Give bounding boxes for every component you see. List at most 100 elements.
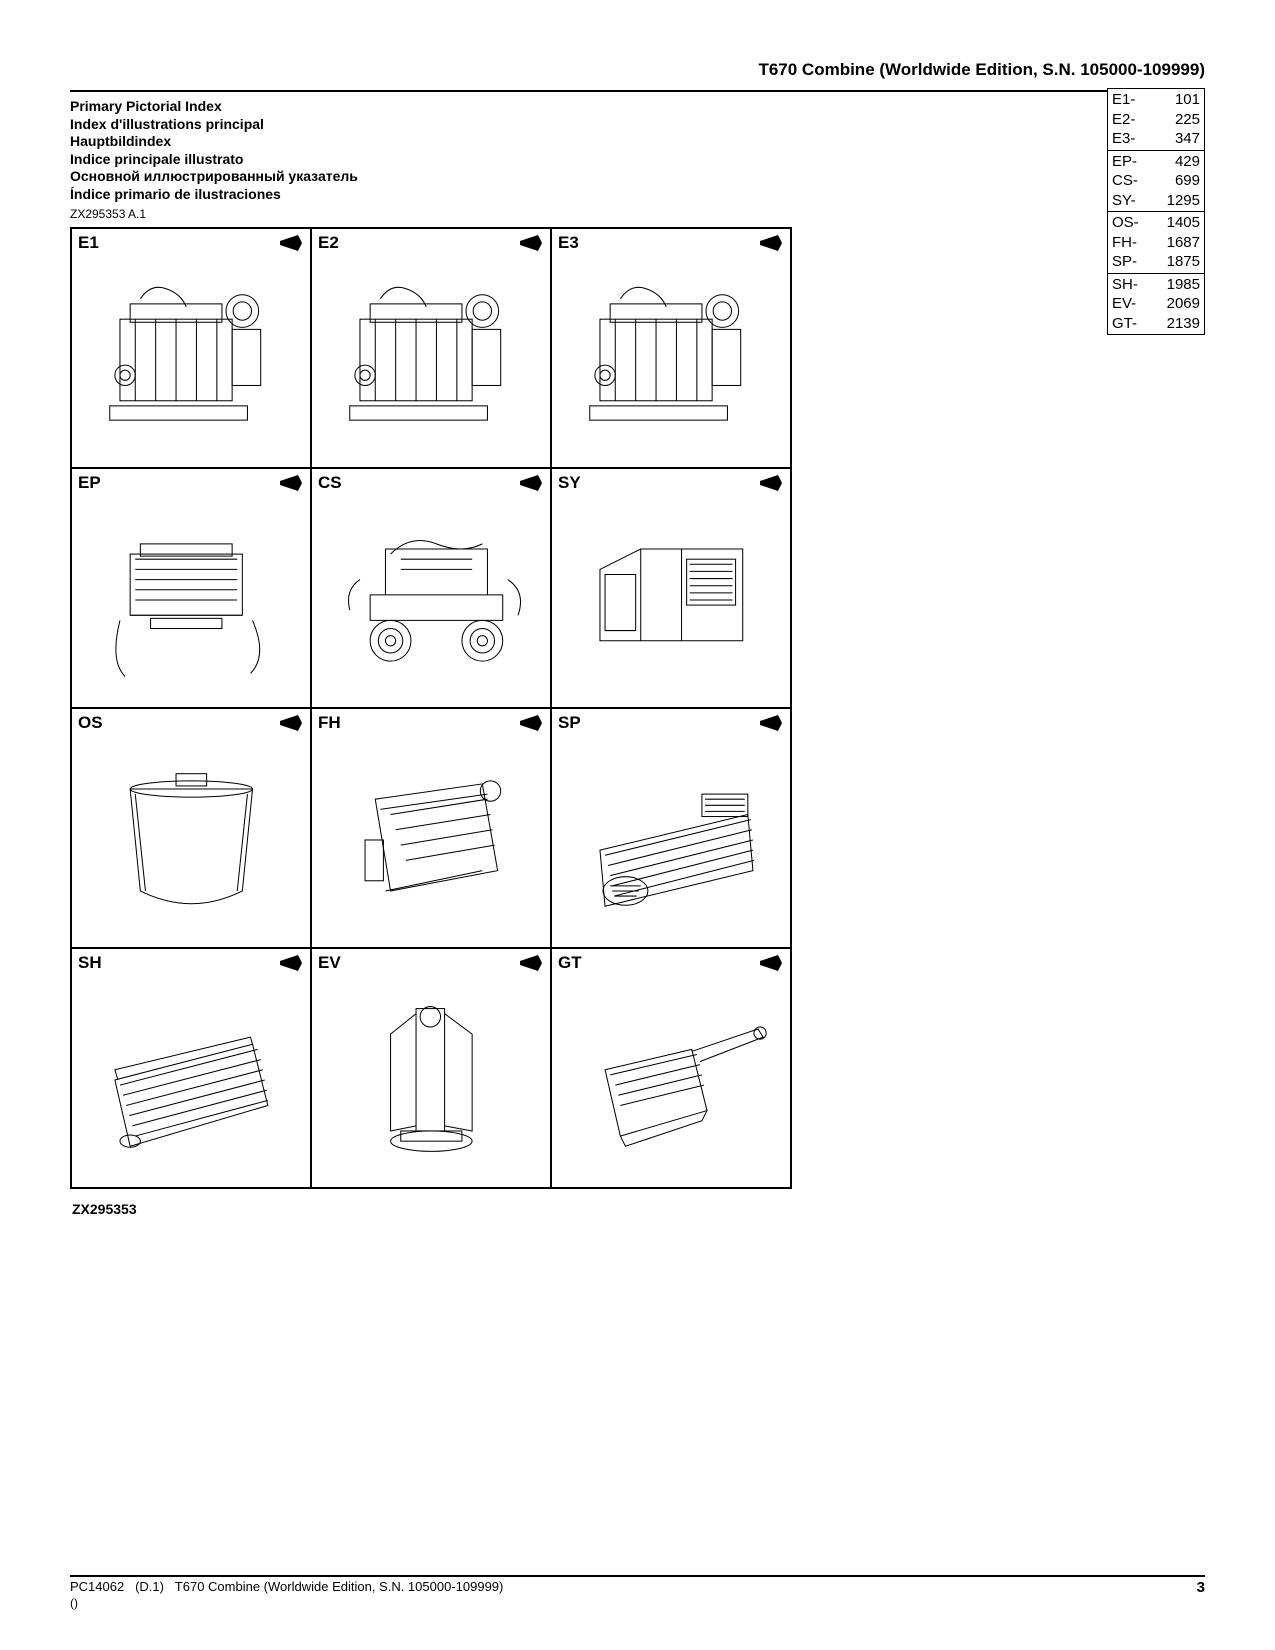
side-index-row: SP- 1875 [1112, 252, 1200, 272]
cell-code: EV [318, 953, 341, 973]
goto-arrow-icon [280, 475, 304, 491]
side-index-code: EV- [1112, 294, 1150, 314]
cell-code: E3 [558, 233, 579, 253]
cell-header: E2 [318, 233, 544, 253]
cell-code: FH [318, 713, 341, 733]
goto-arrow-icon [760, 475, 784, 491]
pictorial-cell-e1[interactable]: E16090HZ017 [71, 228, 311, 468]
pictorial-cell-sp[interactable]: SP [551, 708, 791, 948]
cell-illustration [78, 733, 304, 948]
pictorial-cell-e2[interactable]: E26090HZ022 [311, 228, 551, 468]
title-fr: Index d'illustrations principal [70, 116, 1205, 134]
pictorial-cell-sh[interactable]: SH [71, 948, 311, 1188]
goto-arrow-icon [280, 715, 304, 731]
pictorial-cell-os[interactable]: OS [71, 708, 311, 948]
side-index-row: CS- 699 [1112, 171, 1200, 191]
footer-left: PC14062 (D.1) T670 Combine (Worldwide Ed… [70, 1579, 503, 1596]
cell-code: SP [558, 713, 581, 733]
footer-sub: () [70, 1596, 1205, 1610]
side-index-row: FH- 1687 [1112, 233, 1200, 253]
footer-page-number: 3 [1197, 1579, 1205, 1596]
side-index-code: FH- [1112, 233, 1150, 253]
drawing-ref-code: ZX295353 A.1 [70, 207, 1205, 221]
cell-header: OS [78, 713, 304, 733]
side-index-code: CS- [1112, 171, 1150, 191]
side-index-page: 2069 [1156, 294, 1200, 314]
cell-header: E1 [78, 233, 304, 253]
side-index-page: 1875 [1156, 252, 1200, 272]
cell-illustration [558, 733, 784, 948]
pictorial-cell-gt[interactable]: GT [551, 948, 791, 1188]
cell-header: SY [558, 473, 784, 493]
cell-code: E2 [318, 233, 339, 253]
cell-illustration [318, 493, 544, 708]
footer-rule [70, 1575, 1205, 1577]
goto-arrow-icon [280, 235, 304, 251]
side-index-code: GT- [1112, 314, 1150, 334]
side-index-page: 2139 [1156, 314, 1200, 334]
side-index-row: EV- 2069 [1112, 294, 1200, 314]
side-index-group: SH-1985EV- 2069 GT- 2139 [1108, 274, 1204, 335]
side-page-index: E1-101E2-225E3-347EP-429CS-699SY-1295OS-… [1107, 88, 1205, 335]
side-index-row: OS- 1405 [1112, 213, 1200, 233]
pictorial-cell-ev[interactable]: EV [311, 948, 551, 1188]
side-index-page: 699 [1156, 171, 1200, 191]
side-index-row: E2-225 [1112, 110, 1200, 130]
goto-arrow-icon [760, 715, 784, 731]
cell-illustration [558, 973, 784, 1188]
cell-code: E1 [78, 233, 99, 253]
cell-header: CS [318, 473, 544, 493]
cell-code: SH [78, 953, 102, 973]
pictorial-cell-fh[interactable]: FH [311, 708, 551, 948]
goto-arrow-icon [760, 235, 784, 251]
pictorial-cell-e3[interactable]: E36090HZ007 [551, 228, 791, 468]
page-footer: PC14062 (D.1) T670 Combine (Worldwide Ed… [70, 1573, 1205, 1610]
side-index-group: OS- 1405 FH- 1687 SP- 1875 [1108, 212, 1204, 274]
side-index-code: E1- [1112, 90, 1150, 110]
side-index-row: SY-1295 [1112, 191, 1200, 211]
side-index-group: EP-429CS- 699SY-1295 [1108, 151, 1204, 213]
side-index-page: 225 [1156, 110, 1200, 130]
goto-arrow-icon [520, 955, 544, 971]
title-it: Indice principale illustrato [70, 151, 1205, 169]
pictorial-cell-ep[interactable]: EP [71, 468, 311, 708]
pictorial-grid: E16090HZ017E26090HZ022E36090HZ007 EP CS SY O… [70, 227, 792, 1189]
header-rule [70, 90, 1205, 92]
pictorial-cell-sy[interactable]: SY [551, 468, 791, 708]
side-index-code: SH- [1112, 275, 1150, 295]
side-index-page: 1687 [1156, 233, 1200, 253]
side-index-row: GT- 2139 [1112, 314, 1200, 334]
side-index-page: 1405 [1156, 213, 1200, 233]
footer-rev: (D.1) [135, 1579, 164, 1594]
side-index-code: SY- [1112, 191, 1150, 211]
goto-arrow-icon [520, 715, 544, 731]
side-index-code: OS- [1112, 213, 1150, 233]
side-index-code: SP- [1112, 252, 1150, 272]
goto-arrow-icon [280, 955, 304, 971]
index-titles: Primary Pictorial Index Index d'illustra… [70, 98, 1205, 203]
cell-code: SY [558, 473, 581, 493]
footer-doc: PC14062 [70, 1579, 124, 1594]
goto-arrow-icon [760, 955, 784, 971]
cell-code: OS [78, 713, 103, 733]
cell-header: SH [78, 953, 304, 973]
title-ru: Основной иллюстрированный указатель [70, 168, 1205, 186]
title-en: Primary Pictorial Index [70, 98, 1205, 116]
side-index-row: EP-429 [1112, 152, 1200, 172]
cell-header: EP [78, 473, 304, 493]
cell-header: GT [558, 953, 784, 973]
side-index-row: SH-1985 [1112, 275, 1200, 295]
cell-illustration [558, 253, 784, 468]
title-de: Hauptbildindex [70, 133, 1205, 151]
cell-illustration [318, 973, 544, 1188]
cell-header: E3 [558, 233, 784, 253]
footer-desc: T670 Combine (Worldwide Edition, S.N. 10… [175, 1579, 504, 1594]
bottom-drawing-ref: ZX295353 [72, 1201, 1205, 1217]
pictorial-cell-cs[interactable]: CS [311, 468, 551, 708]
cell-illustration [318, 253, 544, 468]
cell-code: EP [78, 473, 101, 493]
page-header-title: T670 Combine (Worldwide Edition, S.N. 10… [70, 60, 1205, 80]
cell-header: FH [318, 713, 544, 733]
cell-illustration [78, 253, 304, 468]
cell-illustration [78, 493, 304, 708]
